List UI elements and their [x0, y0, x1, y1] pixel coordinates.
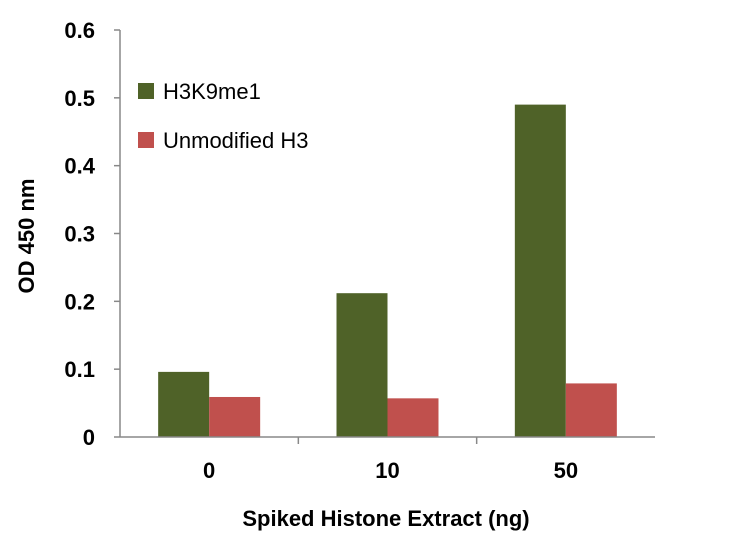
x-axis-title: Spiked Histone Extract (ng): [242, 506, 529, 531]
legend: H3K9me1 Unmodified H3: [138, 79, 309, 153]
y-tick-label: 0.4: [64, 154, 95, 179]
x-tick-label: 0: [203, 458, 215, 483]
bar-unmodified-h3-0: [209, 396, 261, 437]
x-tick-label: 10: [375, 458, 399, 483]
y-axis-ticks: 0 0.1 0.2 0.3 0.4 0.5 0.6: [64, 18, 120, 450]
x-axis-ticks: 0 10 50: [203, 437, 578, 483]
bar-unmodified-h3-10: [387, 398, 439, 437]
y-tick-label: 0.1: [64, 357, 95, 382]
legend-swatch-unmodified-h3: [138, 132, 154, 148]
y-axis-title: OD 450 nm: [14, 179, 39, 294]
bar-h3k9me1-50: [514, 104, 566, 437]
y-tick-label: 0: [83, 425, 95, 450]
bar-h3k9me1-0: [158, 371, 210, 437]
y-tick-label: 0.3: [64, 222, 95, 247]
bars: [158, 104, 617, 437]
y-tick-label: 0.5: [64, 86, 95, 111]
x-tick-label: 50: [554, 458, 578, 483]
bar-unmodified-h3-50: [565, 383, 617, 437]
y-tick-label: 0.2: [64, 289, 95, 314]
y-tick-label: 0.6: [64, 18, 95, 43]
legend-label-unmodified-h3: Unmodified H3: [163, 128, 309, 153]
legend-label-h3k9me1: H3K9me1: [163, 79, 261, 104]
bar-h3k9me1-10: [336, 293, 388, 437]
legend-swatch-h3k9me1: [138, 83, 154, 99]
